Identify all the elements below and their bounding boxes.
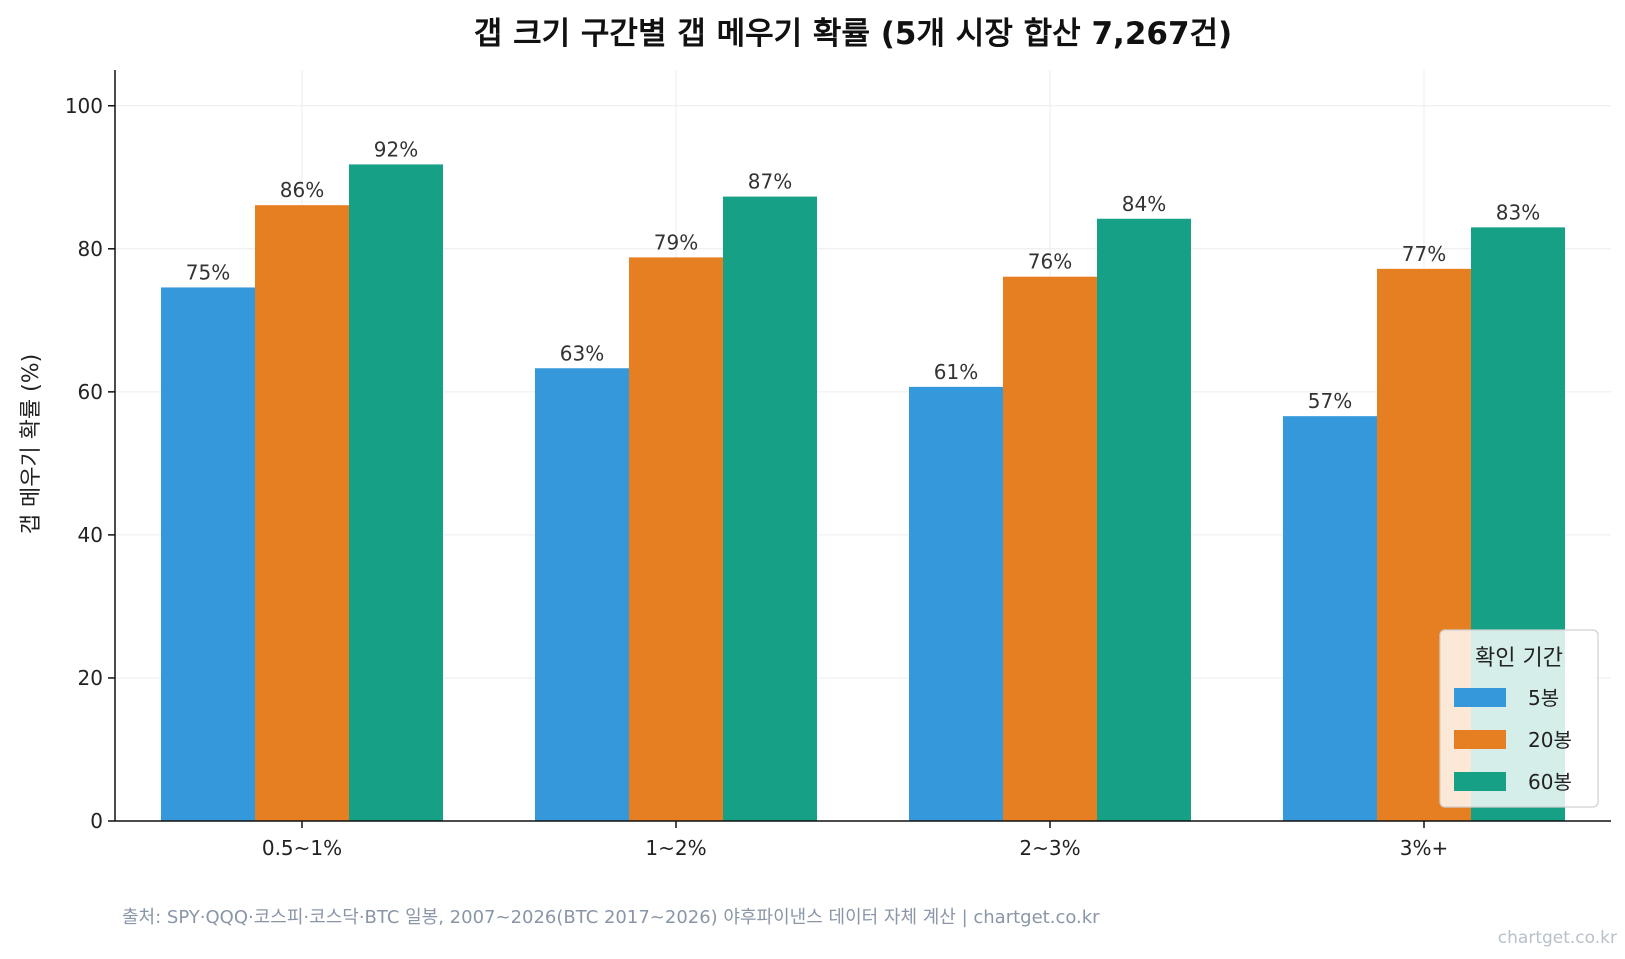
bar-1-1	[161, 287, 255, 821]
legend-label-3: 60봉	[1528, 770, 1572, 794]
bar-2-3	[1003, 276, 1097, 821]
data-label: 61%	[934, 360, 978, 384]
legend-swatch-1	[1454, 688, 1506, 707]
data-label: 86%	[280, 178, 324, 202]
bar-3-3	[1097, 218, 1191, 821]
data-label: 92%	[374, 137, 418, 161]
bars: 75% 63% 61% 57% 86% 79% 76% 77% 92% 87% 84% 83%	[161, 137, 1565, 821]
data-label: 76%	[1028, 250, 1072, 274]
legend-swatch-2	[1454, 730, 1506, 749]
source-note: 출처: SPY·QQQ·코스피·코스닥·BTC 일봉, 2007~2026(BT…	[122, 907, 1100, 928]
data-label: 57%	[1308, 389, 1352, 413]
y-tick-label: 0	[90, 809, 103, 833]
y-tick-label: 40	[78, 523, 103, 547]
chart-title: 갭 크기 구간별 갭 메우기 확률 (5개 시장 합산 7,267건)	[474, 16, 1232, 52]
data-label: 75%	[186, 260, 230, 284]
legend-swatch-3	[1454, 772, 1506, 791]
bar-2-1	[255, 205, 349, 821]
x-tick-label: 1~2%	[645, 836, 706, 860]
bar-1-3	[909, 386, 1003, 821]
legend-title: 확인 기간	[1475, 646, 1563, 671]
legend-box	[1439, 629, 1599, 808]
legend-label-1: 5봉	[1528, 686, 1559, 710]
legend: 확인 기간 5봉 20봉 60봉	[1439, 629, 1599, 808]
y-tick-label: 80	[78, 237, 103, 261]
data-label: 77%	[1402, 242, 1446, 266]
bar-3-1	[349, 164, 443, 821]
y-tick-label: 20	[78, 666, 103, 690]
data-label: 87%	[748, 170, 792, 194]
y-tick-label: 100	[65, 94, 103, 118]
watermark: chartget.co.kr	[1498, 928, 1617, 948]
bar-1-2	[535, 368, 629, 821]
axes: 0 20 40 60 80 100 0.5~1% 1~2% 2~3% 3%+	[65, 70, 1611, 860]
x-tick-label: 0.5~1%	[262, 836, 342, 860]
data-label: 83%	[1496, 200, 1540, 224]
y-axis-title: 갭 메우기 확률 (%)	[19, 354, 44, 535]
y-tick-label: 60	[78, 380, 103, 404]
data-label: 79%	[654, 230, 698, 254]
bar-2-2	[629, 257, 723, 821]
data-label: 63%	[560, 341, 604, 365]
x-tick-label: 2~3%	[1019, 836, 1080, 860]
data-label: 84%	[1122, 192, 1166, 216]
legend-label-2: 20봉	[1528, 728, 1572, 752]
bar-1-4	[1283, 416, 1377, 821]
bar-3-2	[723, 196, 817, 821]
x-tick-label: 3%+	[1400, 836, 1449, 860]
